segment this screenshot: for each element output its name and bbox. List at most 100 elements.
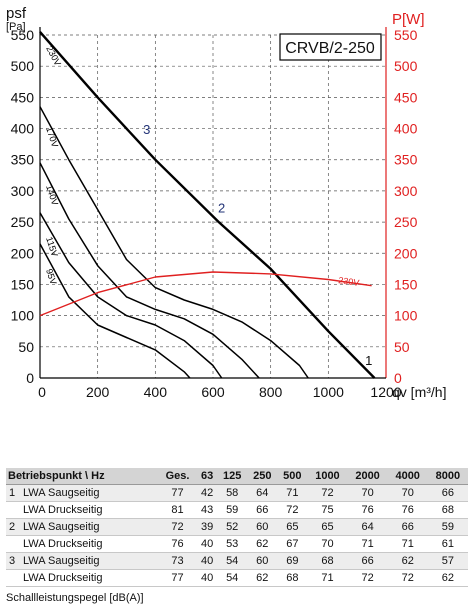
value-cell: 71 [277,484,308,502]
table-header-cell: 1000 [307,468,348,485]
y-tick-label: 500 [11,58,35,74]
series-line-170V [39,106,309,379]
y-tick-label: 100 [11,308,35,324]
value-cell: 76 [157,535,198,553]
value-cell: 43 [197,501,218,519]
value-cell: 66 [427,484,468,502]
value-cell: 68 [427,501,468,519]
operating-point-label: 2 [218,201,225,216]
y-tick-label: 200 [11,245,35,261]
value-cell: 62 [387,552,428,570]
series-line-140V [39,162,260,379]
value-cell: 42 [197,484,218,502]
value-cell: 64 [247,484,278,502]
value-cell: 57 [427,552,468,570]
table-header-cell: 8000 [427,468,468,485]
row-label-cell: LWA Druckseitig [21,569,158,587]
value-cell: 59 [427,518,468,536]
x-axis-label: qv [m³/h] [392,384,446,400]
value-cell: 58 [217,484,248,502]
value-cell: 81 [157,501,198,519]
table-header-cell: 250 [247,468,278,485]
y-tick-label: 0 [26,370,34,386]
value-cell: 71 [387,535,428,553]
value-cell: 39 [197,518,218,536]
row-label-cell: LWA Druckseitig [21,535,158,553]
operating-point-label: 1 [365,353,372,368]
row-label-cell: LWA Saugseitig [21,484,158,502]
value-cell: 66 [247,501,278,519]
table-header-cell: 125 [217,468,248,485]
value-cell: 72 [347,569,388,587]
table-header-cell: 500 [277,468,308,485]
y2-tick-label: 350 [394,152,418,168]
operating-point-cell [6,569,21,587]
value-cell: 70 [387,484,428,502]
value-cell: 62 [247,569,278,587]
value-cell: 68 [307,552,348,570]
y-tick-label: 550 [11,27,35,43]
chart-svg: 0 50 100 150 200 250 300 350 400 450 500 550 0 50 100 1… [6,5,446,400]
value-cell: 62 [427,569,468,587]
x-tick-label: 600 [201,384,225,400]
curve-label: 140V [44,184,60,207]
y-tick-label: 300 [11,183,35,199]
table-header-cell: 2000 [347,468,388,485]
value-cell: 54 [217,552,248,570]
x-tick-label: 1000 [313,384,344,400]
sound-power-table: Betriebspunkt \ Hz Ges. 63 125 250 500 1000 200… [6,468,468,587]
y2-tick-label: 100 [394,308,418,324]
value-cell: 59 [217,501,248,519]
curve-label: 230V [44,44,63,67]
x-tick-label: 800 [259,384,283,400]
value-cell: 40 [197,535,218,553]
table-header-cell: Ges. [157,468,198,485]
value-cell: 54 [217,569,248,587]
y2-tick-label: 150 [394,276,418,292]
value-cell: 53 [217,535,248,553]
operating-point-label: 3 [143,122,150,137]
value-cell: 66 [347,552,388,570]
value-cell: 61 [427,535,468,553]
table-header-cell: 4000 [387,468,428,485]
table-footnote: Schallleistungspegel [dB(A)] [6,592,144,604]
value-cell: 72 [307,484,348,502]
value-cell: 76 [387,501,428,519]
series-line-230V [39,31,376,379]
x-tick-label: 400 [144,384,168,400]
value-cell: 72 [277,501,308,519]
value-cell: 76 [347,501,388,519]
value-cell: 72 [157,518,198,536]
value-cell: 52 [217,518,248,536]
series-line-95V [39,243,191,379]
y-tick-label: 350 [11,152,35,168]
table-row: 2 LWA Saugseitig 72 39 52 60 65 65 64 66 59 [6,518,468,536]
value-cell: 65 [277,518,308,536]
value-cell: 65 [307,518,348,536]
series-line-115V [39,212,223,379]
value-cell: 66 [387,518,428,536]
table-row: LWA Druckseitig 77 40 54 62 68 71 72 72 62 [6,569,468,587]
operating-point-cell: 1 [6,484,21,502]
value-cell: 64 [347,518,388,536]
value-cell: 72 [387,569,428,587]
y2-tick-label: 500 [394,58,418,74]
value-cell: 68 [277,569,308,587]
y-tick-label: 250 [11,214,35,230]
operating-point-cell [6,501,21,519]
x-tick-label: 0 [38,384,46,400]
y-axis-unit-left: [Pa] [6,21,26,33]
table-row: 1 LWA Saugseitig 77 42 58 64 71 72 70 70 66 [6,484,468,502]
value-cell: 62 [247,535,278,553]
value-cell: 67 [277,535,308,553]
table-header-cell: 63 [197,468,218,485]
y2-tick-label: 0 [394,370,402,386]
series-line-230V-power [39,271,372,317]
table-row: 3 LWA Saugseitig 73 40 54 60 69 68 66 62 57 [6,552,468,570]
y-axis-label-left: psf [6,5,27,22]
row-label-cell: LWA Saugseitig [21,518,158,536]
value-cell: 40 [197,552,218,570]
table-body: 1 LWA Saugseitig 77 42 58 64 71 72 70 70 66 LWA Dru… [6,484,468,587]
table-header-cell: Betriebspunkt \ Hz [6,468,158,485]
curve-label: 230V [338,275,360,288]
